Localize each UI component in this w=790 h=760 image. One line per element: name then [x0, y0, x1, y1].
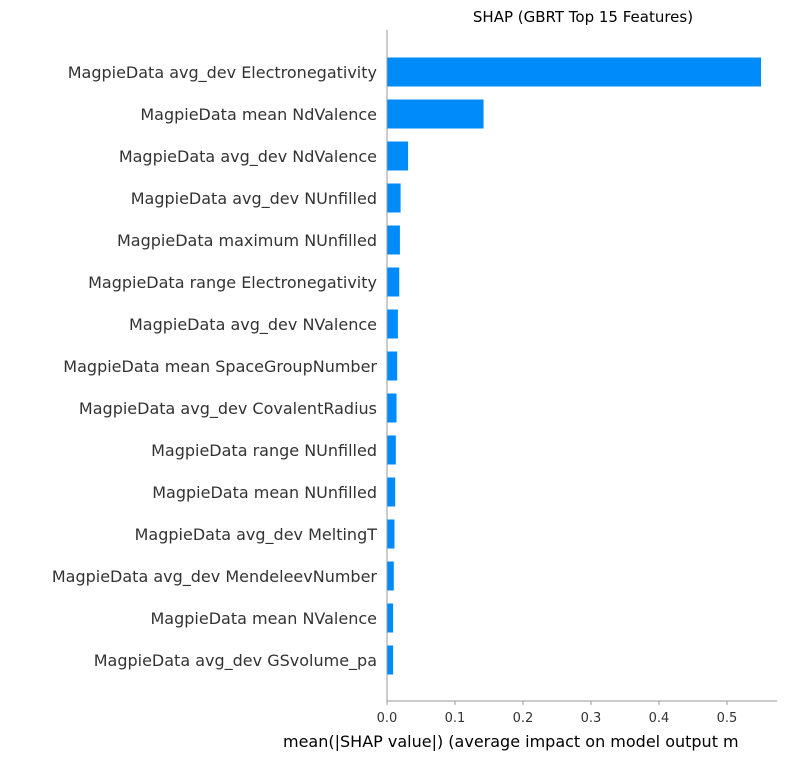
feature-label: MagpieData avg_dev Electronegativity — [68, 63, 377, 83]
feature-label: MagpieData mean NdValence — [140, 105, 377, 124]
feature-label: MagpieData avg_dev NUnfilled — [131, 189, 377, 209]
feature-label: MagpieData mean SpaceGroupNumber — [63, 357, 377, 376]
bar — [387, 477, 396, 507]
x-ticks-group: 0.0 0.1 0.2 0.3 0.4 0.5 — [377, 701, 738, 726]
feature-label: MagpieData avg_dev MeltingT — [135, 525, 378, 545]
bar — [387, 561, 394, 591]
bar — [387, 225, 400, 255]
feature-label: MagpieData mean NValence — [150, 609, 377, 628]
bar — [387, 393, 397, 423]
x-tick-label: 0.4 — [649, 711, 670, 726]
feature-label: MagpieData avg_dev CovalentRadius — [79, 399, 377, 419]
feature-label: MagpieData avg_dev NdValence — [119, 147, 377, 167]
feature-label: MagpieData range Electronegativity — [88, 273, 377, 292]
x-axis-label: mean(|SHAP value|) (average impact on mo… — [283, 732, 739, 751]
feature-label: MagpieData mean NUnfilled — [152, 483, 377, 502]
chart-title: SHAP (GBRT Top 15 Features) — [473, 8, 693, 26]
bar — [387, 141, 409, 171]
bar — [387, 603, 394, 633]
feature-label: MagpieData avg_dev MendeleevNumber — [52, 567, 378, 587]
bar — [387, 99, 484, 129]
x-tick-label: 0.1 — [445, 711, 466, 726]
bar — [387, 183, 401, 213]
feature-label: MagpieData maximum NUnfilled — [117, 231, 377, 250]
bars-group — [387, 57, 761, 675]
bar — [387, 57, 761, 87]
feature-label: MagpieData avg_dev NValence — [129, 315, 377, 335]
bar — [387, 645, 394, 675]
x-tick-label: 0.3 — [581, 711, 602, 726]
feature-label: MagpieData range NUnfilled — [151, 441, 377, 460]
x-tick-label: 0.0 — [377, 711, 398, 726]
bar — [387, 435, 396, 465]
x-tick-label: 0.2 — [513, 711, 534, 726]
bar — [387, 309, 398, 339]
feature-label: MagpieData avg_dev GSvolume_pa — [94, 651, 377, 671]
bar — [387, 351, 398, 381]
x-tick-label: 0.5 — [717, 711, 738, 726]
bar — [387, 519, 395, 549]
bar — [387, 267, 400, 297]
feature-labels-group: MagpieData avg_dev Electronegativity Magp… — [52, 63, 378, 671]
